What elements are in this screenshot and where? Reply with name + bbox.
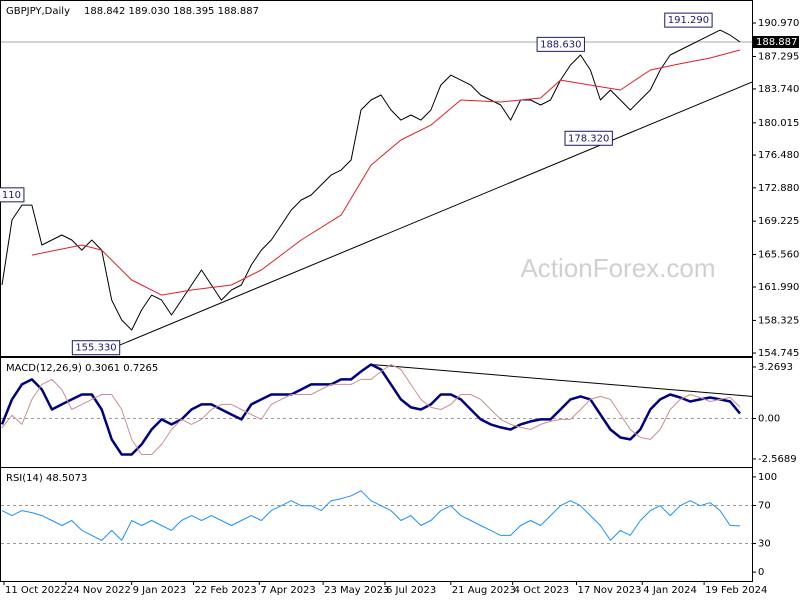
y-tick-label: 180.015 (758, 118, 799, 129)
y-tick-label: 187.295 (758, 52, 799, 63)
x-tick-label: 6 Jul 2023 (386, 585, 436, 596)
x-tick-label: 17 Nov 2023 (577, 585, 641, 596)
x-tick-label: 19 Feb 2024 (705, 585, 767, 596)
y-tick-label: 0 (758, 567, 764, 578)
y-tick-label: 172.880 (758, 183, 799, 194)
x-tick-label: 7 Apr 2023 (260, 585, 315, 596)
x-tick-label: 11 Oct 2022 (5, 585, 67, 596)
panel-title: GBPJPY,Daily (6, 6, 70, 17)
series-line (1, 29, 741, 331)
trendline (370, 363, 753, 397)
series-line (1, 490, 741, 541)
y-tick-label: 158.325 (758, 315, 799, 326)
annotation-box (564, 130, 613, 146)
x-tick-label: 4 Oct 2023 (514, 585, 569, 596)
series-line (31, 49, 741, 296)
annotation-label: 155.330 (75, 343, 116, 354)
panel-title: MACD(12,26,9) 0.3061 0.7265 (6, 363, 158, 374)
annotation-label: 178.320 (568, 133, 609, 144)
panel-frame (0, 0, 753, 357)
annotation-box (0, 187, 25, 203)
y-tick-label: 169.225 (758, 216, 799, 227)
y-tick-label: 183.740 (758, 84, 799, 95)
watermark: ActionForex.com (520, 253, 715, 283)
annotation-box (71, 340, 121, 356)
annotation-label: 188.630 (540, 39, 581, 50)
annotation-label: 110 (2, 190, 21, 201)
y-tick-label: 165.560 (758, 250, 799, 261)
trendline (119, 81, 753, 346)
y-tick-label: 3.2693 (758, 362, 793, 373)
y-tick-label: 161.990 (758, 282, 799, 293)
last-price-box (752, 36, 799, 49)
y-tick-label: 70 (758, 500, 771, 511)
ohlc-values: 188.842 189.030 188.395 188.887 (84, 6, 259, 17)
series-line (1, 364, 741, 455)
y-tick-label: 190.970 (758, 18, 799, 29)
y-tick-label: 30 (758, 539, 771, 550)
y-tick-label: 100 (758, 472, 777, 483)
y-tick-label: 154.745 (758, 348, 799, 359)
x-tick-label: 4 Jan 2024 (643, 585, 697, 596)
x-tick-label: 21 Aug 2023 (452, 585, 516, 596)
panel-frame (0, 467, 753, 582)
last-price-label: 188.887 (756, 37, 797, 48)
series-line (0, 363, 741, 456)
panel-title: RSI(14) 48.5073 (6, 473, 87, 484)
annotation-box (536, 36, 585, 52)
y-tick-label: 0.00 (758, 413, 780, 424)
y-tick-label: -2.5689 (758, 454, 797, 465)
x-tick-label: 9 Jan 2023 (133, 585, 187, 596)
y-tick-label: 176.480 (758, 150, 799, 161)
x-tick-label: 24 Nov 2022 (67, 585, 131, 596)
x-tick-label: 22 Feb 2023 (194, 585, 256, 596)
annotation-box (664, 12, 713, 28)
annotation-label: 191.290 (668, 15, 709, 26)
x-tick-label: 23 May 2023 (324, 585, 389, 596)
